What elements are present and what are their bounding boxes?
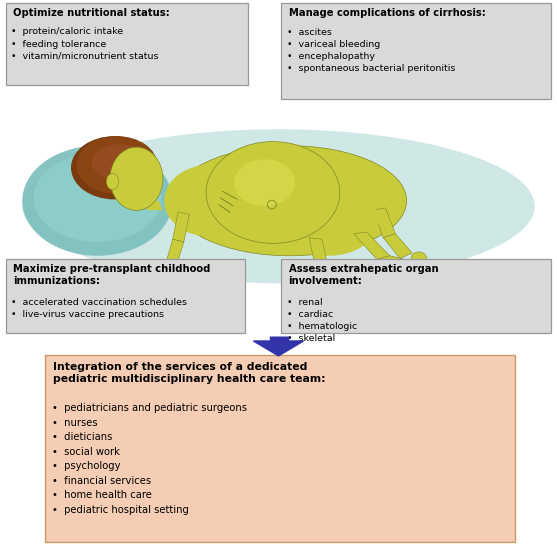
Ellipse shape	[106, 173, 119, 190]
Polygon shape	[164, 239, 184, 270]
Text: Assess extrahepatic organ
involvement:: Assess extrahepatic organ involvement:	[289, 264, 438, 287]
FancyBboxPatch shape	[6, 258, 245, 333]
Text: •  live-virus vaccine precautions: • live-virus vaccine precautions	[11, 310, 164, 319]
FancyBboxPatch shape	[281, 258, 551, 333]
Text: •  ascites: • ascites	[287, 28, 332, 36]
Polygon shape	[383, 234, 412, 258]
Text: •  home health care: • home health care	[52, 490, 152, 500]
Text: •  pediatricians and pediatric surgeons: • pediatricians and pediatric surgeons	[52, 403, 247, 413]
Polygon shape	[377, 256, 423, 270]
Text: •  spontaneous bacterial peritonitis: • spontaneous bacterial peritonitis	[287, 64, 455, 73]
Polygon shape	[146, 201, 163, 210]
Text: •  encephalopathy: • encephalopathy	[287, 52, 375, 60]
Ellipse shape	[206, 141, 340, 243]
Text: •  nurses: • nurses	[52, 417, 97, 427]
Ellipse shape	[22, 146, 173, 256]
Text: •  feeding tolerance: • feeding tolerance	[11, 40, 106, 48]
Text: •  dieticians: • dieticians	[52, 432, 112, 442]
Text: •  skeletal: • skeletal	[287, 334, 335, 343]
Polygon shape	[253, 341, 304, 356]
Text: •  pediatric hospital setting: • pediatric hospital setting	[52, 505, 189, 515]
Ellipse shape	[22, 129, 535, 283]
Text: •  accelerated vaccination schedules: • accelerated vaccination schedules	[11, 298, 187, 307]
Polygon shape	[309, 238, 329, 270]
Ellipse shape	[33, 154, 162, 242]
Text: •  protein/caloric intake: • protein/caloric intake	[11, 28, 123, 36]
Text: Integration of the services of a dedicated
pediatric multidisciplinary health ca: Integration of the services of a dedicat…	[53, 362, 325, 384]
Text: Manage complications of cirrhosis:: Manage complications of cirrhosis:	[289, 8, 485, 18]
Text: •  renal: • renal	[287, 298, 323, 307]
Ellipse shape	[110, 147, 163, 210]
Text: Maximize pre-transplant childhood
immunizations:: Maximize pre-transplant childhood immuni…	[13, 264, 210, 287]
Text: •  vitamin/micronutrient status: • vitamin/micronutrient status	[11, 52, 159, 60]
Text: •  cardiac: • cardiac	[287, 310, 333, 319]
Text: •  hematologic: • hematologic	[287, 322, 357, 331]
Ellipse shape	[164, 165, 253, 236]
Text: •  variceal bleeding: • variceal bleeding	[287, 40, 380, 48]
Polygon shape	[354, 232, 390, 260]
Ellipse shape	[234, 160, 295, 206]
Text: •  social work: • social work	[52, 447, 120, 456]
Ellipse shape	[423, 260, 444, 273]
Text: •  psychology: • psychology	[52, 461, 120, 471]
Ellipse shape	[92, 144, 148, 180]
Text: Optimize nutritional status:: Optimize nutritional status:	[13, 8, 169, 18]
Ellipse shape	[77, 136, 157, 194]
FancyBboxPatch shape	[281, 3, 551, 99]
FancyBboxPatch shape	[45, 355, 515, 542]
Text: •  financial services: • financial services	[52, 476, 151, 486]
Ellipse shape	[71, 136, 157, 200]
Polygon shape	[373, 208, 395, 238]
Ellipse shape	[173, 146, 407, 256]
Ellipse shape	[278, 184, 379, 256]
Polygon shape	[173, 212, 189, 242]
FancyBboxPatch shape	[6, 3, 248, 85]
Ellipse shape	[161, 268, 179, 284]
Ellipse shape	[314, 297, 335, 311]
Polygon shape	[316, 270, 330, 297]
Ellipse shape	[411, 252, 427, 265]
